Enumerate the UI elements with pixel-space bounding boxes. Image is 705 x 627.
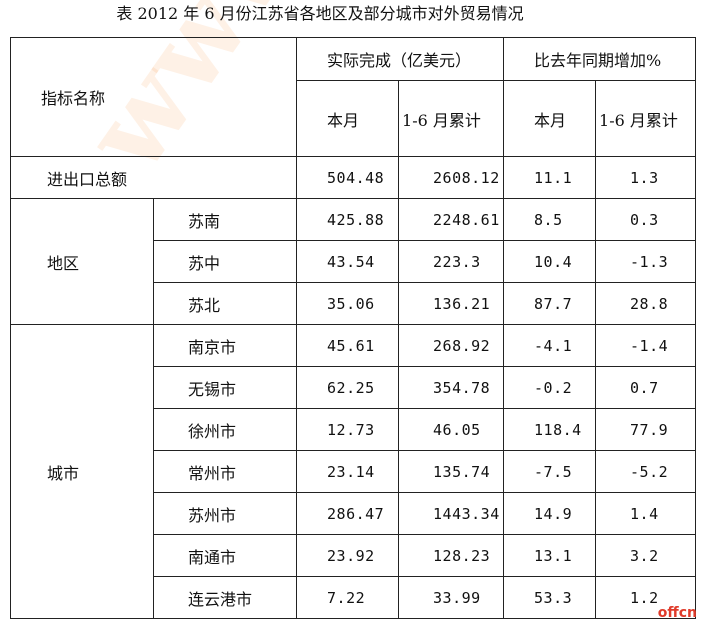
- trade-table: 指标名称 实际完成（亿美元） 比去年同期增加% 本月 1-6 月累计 本月 1-…: [9, 37, 697, 619]
- indicator-header: 指标名称: [9, 37, 298, 157]
- cell-cum: 268.92: [398, 324, 505, 367]
- row-label: 南通市: [152, 534, 298, 577]
- cell-month: 7.22: [296, 576, 400, 619]
- cell-g-cum: 0.7: [595, 366, 697, 409]
- city-group-label: 城市: [10, 324, 154, 619]
- cell-g-cum: 3.2: [595, 534, 697, 577]
- table-row: 苏北 35.06 136.21 87.7 28.8: [11, 282, 697, 325]
- actual-group-header: 实际完成（亿美元）: [296, 37, 505, 81]
- growth-month-header: 本月: [503, 80, 597, 157]
- cell-g-month: -4.1: [503, 324, 597, 367]
- cell-month: 286.47: [296, 492, 400, 535]
- cell-cum: 2248.61: [398, 198, 505, 241]
- table-title: 表 2012 年 6 月份江苏省各地区及部分城市对外贸易情况: [116, 4, 524, 23]
- cell-month: 504.48: [296, 156, 400, 199]
- table-row: 徐州市 12.73 46.05 118.4 77.9: [11, 408, 697, 451]
- cumulative-header: 1-6 月累计: [398, 80, 505, 157]
- cell-cum: 1443.34: [398, 492, 505, 535]
- cell-g-month: 8.5: [503, 198, 597, 241]
- cell-cum: 136.21: [398, 282, 505, 325]
- growth-cumulative-header: 1-6 月累计: [595, 80, 697, 157]
- cell-cum: 128.23: [398, 534, 505, 577]
- region-group-label: 地区: [10, 198, 154, 325]
- month-header: 本月: [296, 80, 400, 157]
- cell-month: 45.61: [296, 324, 400, 367]
- row-label: 苏南: [152, 198, 298, 241]
- cell-g-cum: 28.8: [595, 282, 697, 325]
- cell-g-cum: 0.3: [595, 198, 697, 241]
- cell-month: 35.06: [296, 282, 400, 325]
- cell-g-cum: -5.2: [595, 450, 697, 493]
- cell-g-cum: -1.3: [595, 240, 697, 283]
- cell-g-month: -0.2: [503, 366, 597, 409]
- table-row: 进出口总额 504.48 2608.12 11.1 1.3: [9, 156, 697, 199]
- row-label: 苏州市: [152, 492, 298, 535]
- cell-month: 12.73: [296, 408, 400, 451]
- header-row-2: 本月 1-6 月累计 本月 1-6 月累计: [11, 80, 697, 157]
- cell-g-cum: 1.4: [595, 492, 697, 535]
- cell-g-cum: 1.2: [595, 576, 697, 619]
- cell-g-month: 53.3: [503, 576, 597, 619]
- row-label: 无锡市: [152, 366, 298, 409]
- cell-cum: 135.74: [398, 450, 505, 493]
- cell-cum: 46.05: [398, 408, 505, 451]
- row-label: 苏北: [152, 282, 298, 325]
- cell-g-month: 118.4: [503, 408, 597, 451]
- cell-month: 425.88: [296, 198, 400, 241]
- cell-cum: 33.99: [398, 576, 505, 619]
- row-label: 进出口总额: [9, 156, 298, 199]
- cell-month: 43.54: [296, 240, 400, 283]
- cell-g-month: 14.9: [503, 492, 597, 535]
- cell-cum: 2608.12: [398, 156, 505, 199]
- row-label: 南京市: [152, 324, 298, 367]
- growth-group-header: 比去年同期增加%: [503, 37, 697, 81]
- cell-g-month: 10.4: [503, 240, 597, 283]
- row-label: 连云港市: [152, 576, 298, 619]
- corner-logo-mark: offcn: [657, 605, 697, 621]
- cell-month: 23.92: [296, 534, 400, 577]
- cell-g-cum: -1.4: [595, 324, 697, 367]
- table-row: 连云港市 7.22 33.99 53.3 1.2: [11, 576, 697, 619]
- cell-g-month: 11.1: [503, 156, 597, 199]
- cell-cum: 354.78: [398, 366, 505, 409]
- cell-month: 62.25: [296, 366, 400, 409]
- table-row: 城市 南京市 45.61 268.92 -4.1 -1.4: [10, 324, 697, 619]
- row-label: 常州市: [152, 450, 298, 493]
- cell-g-cum: 77.9: [595, 408, 697, 451]
- row-label: 徐州市: [152, 408, 298, 451]
- table-row: 地区 苏南 425.88 2248.61 8.5 0.3: [10, 198, 697, 325]
- table-row: 无锡市 62.25 354.78 -0.2 0.7: [11, 366, 697, 409]
- cell-g-month: 13.1: [503, 534, 597, 577]
- table-row: 苏中 43.54 223.3 10.4 -1.3: [11, 240, 697, 283]
- cell-month: 23.14: [296, 450, 400, 493]
- cell-g-month: 87.7: [503, 282, 597, 325]
- table-row: 苏州市 286.47 1443.34 14.9 1.4: [11, 492, 697, 535]
- header-row-1: 指标名称 实际完成（亿美元） 比去年同期增加%: [9, 37, 697, 157]
- cell-g-cum: 1.3: [595, 156, 697, 199]
- cell-g-month: -7.5: [503, 450, 597, 493]
- row-label: 苏中: [152, 240, 298, 283]
- cell-cum: 223.3: [398, 240, 505, 283]
- table-row: 常州市 23.14 135.74 -7.5 -5.2: [11, 450, 697, 493]
